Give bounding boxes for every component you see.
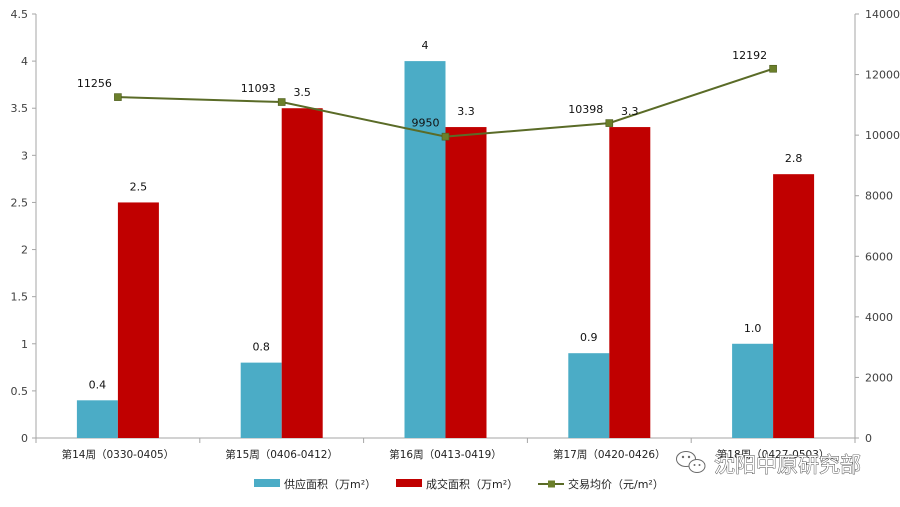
supply-bar xyxy=(77,400,118,438)
y-right-tick-label: 2000 xyxy=(865,371,893,384)
legend-marker xyxy=(548,481,555,488)
supply-bar-label: 0.8 xyxy=(252,341,270,354)
supply-bar xyxy=(568,353,609,438)
deal-bar-label: 3.3 xyxy=(621,105,639,118)
supply-bar-label: 4 xyxy=(422,39,429,52)
legend-label: 供应面积（万m²） xyxy=(284,477,376,491)
price-point-marker xyxy=(770,65,777,72)
watermark: 沈阳中原研究部 xyxy=(677,452,862,478)
watermark-text: 沈阳中原研究部 xyxy=(714,453,861,477)
x-category-label: 第17周（0420-0426） xyxy=(553,448,666,461)
price-point-label: 10398 xyxy=(568,103,603,116)
bars xyxy=(77,61,814,438)
deal-bar xyxy=(446,127,487,438)
legend: 供应面积（万m²） 成交面积（万m²） 交易均价（元/m²） xyxy=(254,477,664,491)
y-right-tick-label: 8000 xyxy=(865,190,893,203)
deal-bar-label: 3.3 xyxy=(457,105,475,118)
y-right-tick-label: 14000 xyxy=(865,8,900,21)
legend-swatch xyxy=(254,479,280,487)
deal-bar-label: 2.5 xyxy=(130,180,148,193)
price-point-label: 9950 xyxy=(412,117,440,130)
deal-bar xyxy=(609,127,650,438)
supply-bar-label: 1.0 xyxy=(744,322,762,335)
y-right-tick-label: 12000 xyxy=(865,69,900,82)
wechat-icon xyxy=(677,452,706,473)
supply-bar xyxy=(732,344,773,438)
y-left-tick-label: 1 xyxy=(21,338,28,351)
x-category-label: 第14周（0330-0405） xyxy=(62,448,175,461)
y-left-tick-label: 0 xyxy=(21,432,28,445)
legend-label: 交易均价（元/m²） xyxy=(568,477,664,491)
price-point-label: 11093 xyxy=(241,82,276,95)
y-right-tick-label: 4000 xyxy=(865,311,893,324)
supply-bar-label: 0.4 xyxy=(89,378,107,391)
x-category-label: 第15周（0406-0412） xyxy=(225,448,338,461)
price-point-marker xyxy=(114,94,121,101)
y-right-tick-label: 10000 xyxy=(865,129,900,142)
supply-bar-label: 0.9 xyxy=(580,331,598,344)
x-category-label: 第16周（0413-0419） xyxy=(389,448,502,461)
price-point-marker xyxy=(278,99,285,106)
deal-bar-label: 3.5 xyxy=(293,86,311,99)
deal-bar xyxy=(773,174,814,438)
y-left-tick-label: 1.5 xyxy=(11,291,29,304)
y-left-tick-label: 2 xyxy=(21,244,28,257)
y-left-tick-label: 0.5 xyxy=(11,385,29,398)
supply-bar xyxy=(241,363,282,438)
deal-bar-label: 2.8 xyxy=(785,152,803,165)
deal-bar xyxy=(118,202,159,438)
y-left-tick-label: 4 xyxy=(21,55,28,68)
legend-swatch xyxy=(396,479,422,487)
y-left-tick-label: 2.5 xyxy=(11,196,29,209)
price-point-label: 12192 xyxy=(732,49,767,62)
y-left-tick-label: 3 xyxy=(21,149,28,162)
legend-label: 成交面积（万m²） xyxy=(426,477,518,491)
price-point-label: 11256 xyxy=(77,77,112,90)
deal-bar xyxy=(282,108,323,438)
price-point-marker xyxy=(606,120,613,127)
y-left-tick-label: 4.5 xyxy=(11,8,29,21)
y-right-tick-label: 6000 xyxy=(865,250,893,263)
y-left-tick-label: 3.5 xyxy=(11,102,29,115)
price-point-marker xyxy=(442,133,449,140)
y-right-tick-label: 0 xyxy=(865,432,872,445)
